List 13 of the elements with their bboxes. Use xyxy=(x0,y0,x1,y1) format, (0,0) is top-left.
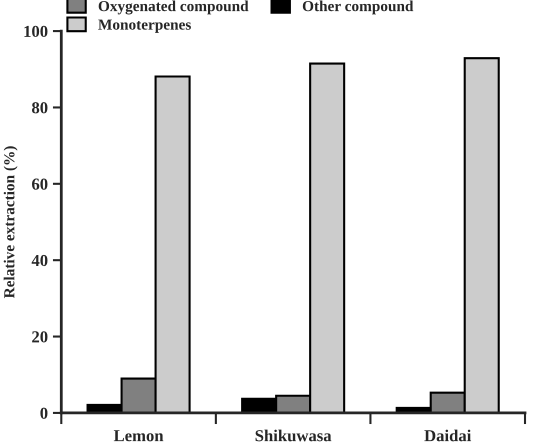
legend-label: Monoterpenes xyxy=(98,20,191,33)
y-axis-title: Relative extraction (%) xyxy=(4,146,18,298)
x-tick-label: Lemon xyxy=(114,430,164,442)
legend-label: Other compound xyxy=(302,0,414,14)
y-tick-label: 0 xyxy=(40,408,48,419)
x-tick-label: Shikuwasa xyxy=(256,430,332,442)
y-tick-label: 40 xyxy=(32,254,48,266)
y-tick-label: 100 xyxy=(24,26,48,38)
y-tick-label: 60 xyxy=(32,178,48,190)
y-tick-label: 20 xyxy=(32,331,48,342)
x-tick-label: Daidai xyxy=(424,430,472,442)
legend-label: Oxygenated compound xyxy=(98,0,248,14)
y-tick-label: 80 xyxy=(32,102,48,114)
